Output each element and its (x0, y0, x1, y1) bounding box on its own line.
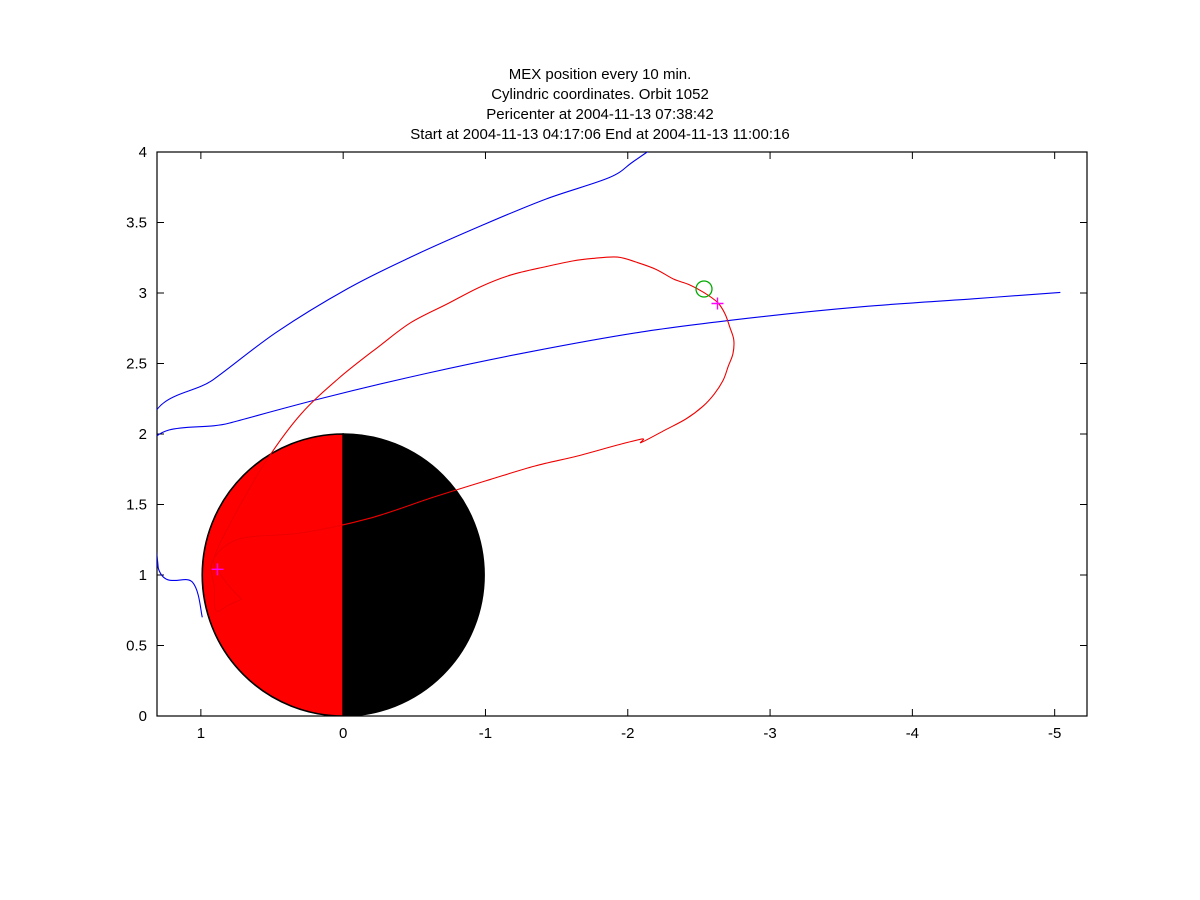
svg-text:2: 2 (139, 426, 147, 443)
svg-text:1: 1 (139, 567, 147, 584)
svg-text:2.5: 2.5 (126, 356, 147, 373)
svg-text:0: 0 (339, 725, 347, 742)
svg-text:3.5: 3.5 (126, 215, 147, 232)
svg-text:0: 0 (139, 708, 147, 725)
svg-text:3: 3 (139, 285, 147, 302)
svg-text:1.5: 1.5 (126, 497, 147, 514)
svg-text:-1: -1 (479, 725, 492, 742)
svg-text:4: 4 (139, 144, 147, 161)
svg-text:1: 1 (197, 725, 205, 742)
svg-text:-2: -2 (621, 725, 634, 742)
svg-text:-5: -5 (1048, 725, 1061, 742)
svg-text:-3: -3 (763, 725, 776, 742)
svg-text:-4: -4 (906, 725, 919, 742)
svg-text:0.5: 0.5 (126, 638, 147, 655)
